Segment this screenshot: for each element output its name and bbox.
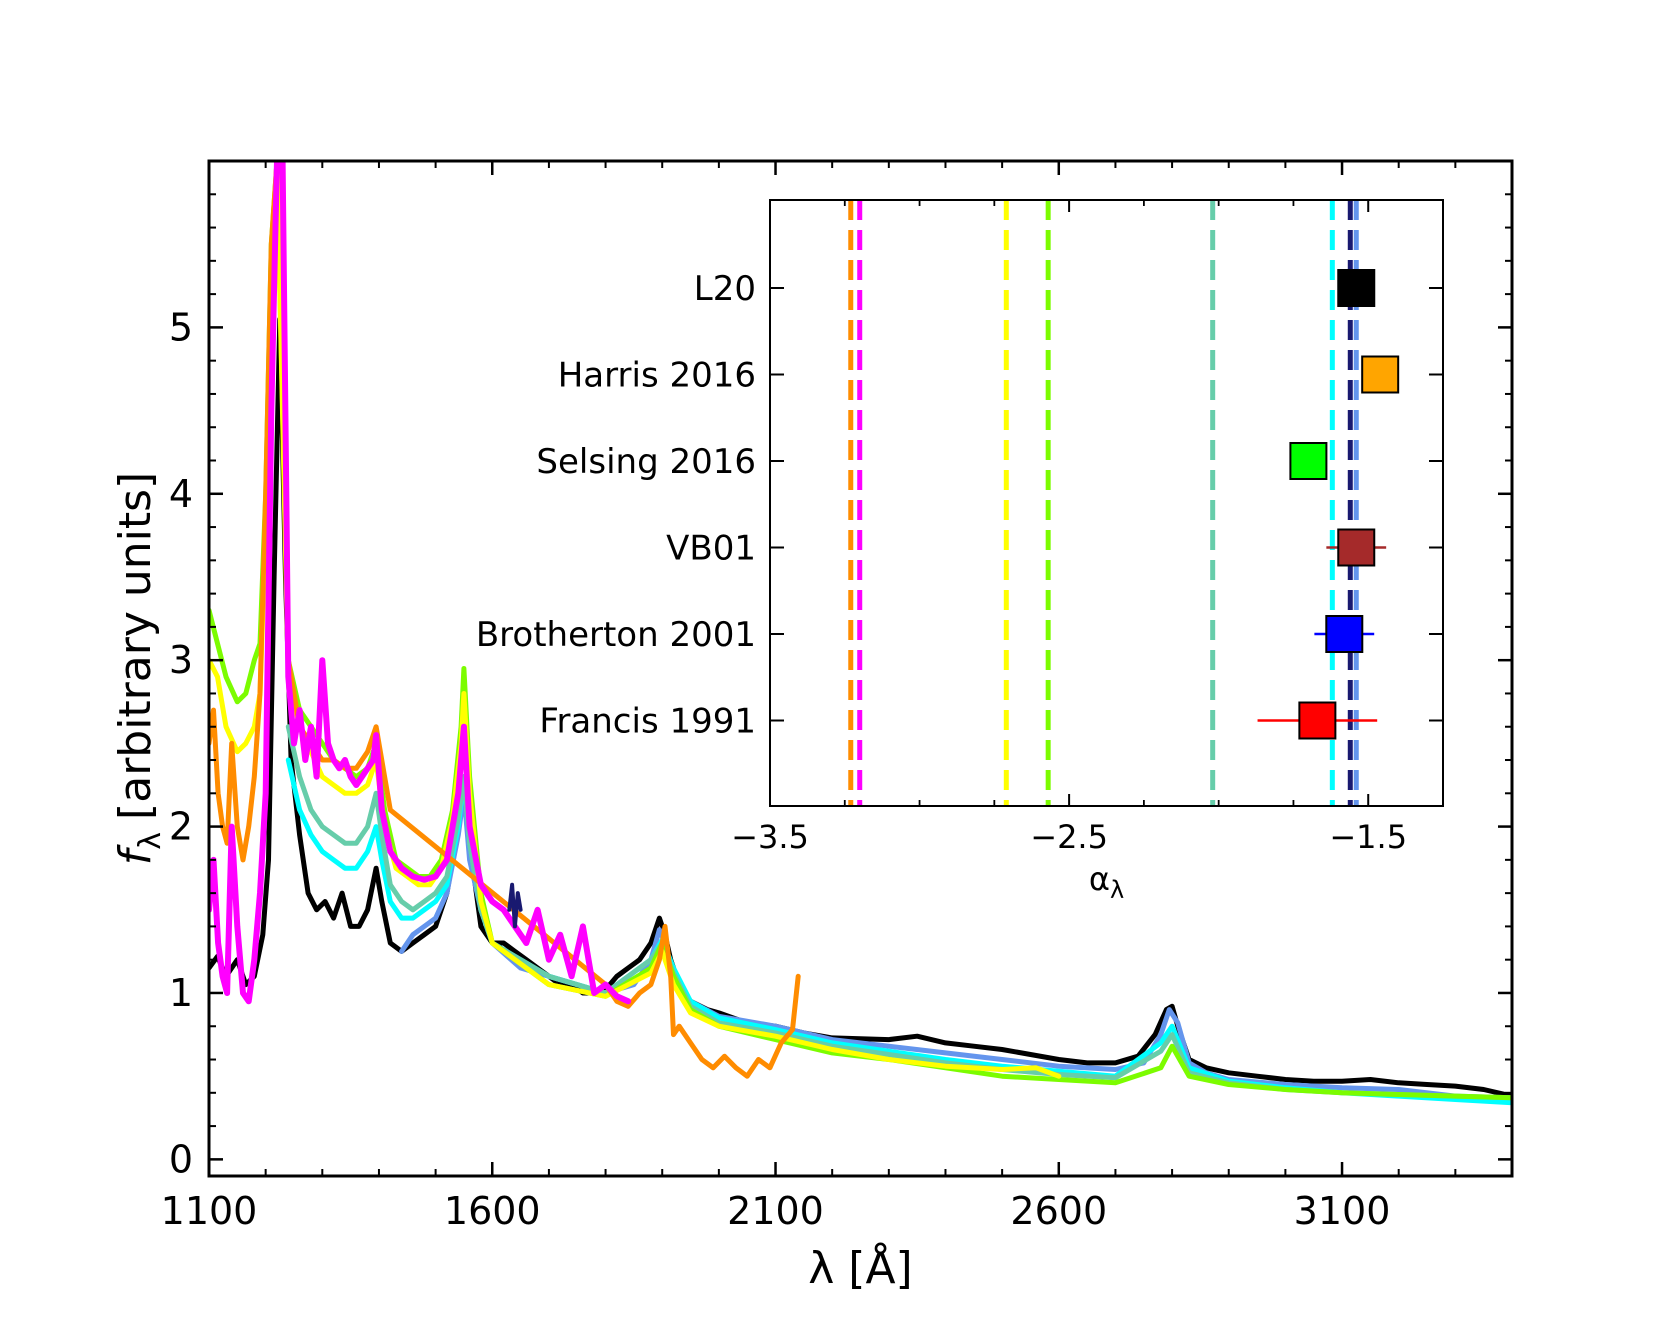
y-tick-label: 0 [169,1137,193,1181]
main-axis-ticks: 1100 1600 2100 2600 3100 0 1 2 3 4 5 [161,161,1512,1233]
inset-points [1257,269,1400,740]
inset-category-label: Brotherton 2001 [476,615,756,655]
inset-category-label: VB01 [666,529,756,569]
main-y-axis-label: fλ[arbitrary units] [110,472,168,865]
inset-point-marker [1337,528,1376,567]
inset-plot: −3.5 −2.5 −1.5 L20 Harris 2016 Selsing 2016 VB… [476,199,1444,904]
inset-x-axis-label: αλ [1089,860,1124,904]
main-x-axis-label: λ [Å] [808,1241,912,1294]
inset-x-label-subscript: λ [1110,876,1124,904]
y-tick-label: 1 [169,971,193,1015]
series-line-darkorange [209,161,801,1079]
inset-point-marker [1361,355,1400,394]
inset-x-tick-label: −2.5 [1030,818,1108,856]
inset-category-label: Francis 1991 [539,702,756,742]
inset-point-marker [1298,701,1337,740]
inset-x-tick-label: −1.5 [1329,818,1407,856]
inset-point-marker [1289,442,1328,480]
inset-plot-frame [769,199,1444,807]
series-line-magenta [209,161,632,1005]
inset-category-label: L20 [694,269,756,309]
inset-axis-ticks: −3.5 −2.5 −1.5 L20 Harris 2016 Selsing 2016 VB… [476,200,1443,856]
inset-category-label: Selsing 2016 [536,442,756,482]
inset-point-marker [1325,615,1364,653]
y-tick-label: 4 [169,472,193,516]
y-tick-label: 5 [169,305,193,349]
y-tick-label: 3 [169,638,193,682]
series-line-midnightblue [507,882,523,929]
inset-point-marker [1337,269,1376,307]
x-tick-label: 1600 [444,1189,541,1233]
main-series-group [209,161,1512,1106]
inset-x-tick-label: −3.5 [731,818,809,856]
y-tick-label: 2 [169,805,193,849]
series-line-mediumaquamarine [285,724,1512,1101]
main-plot-frame [207,159,1514,1178]
x-tick-label: 2600 [1010,1189,1107,1233]
inset-x-label-symbol: α [1089,860,1110,898]
y-label-subscript: λ [133,832,168,850]
svg-text:fλ[arbitrary units]: fλ[arbitrary units] [110,472,168,865]
inset-category-label: Harris 2016 [558,356,756,396]
x-tick-label: 1100 [161,1189,258,1233]
x-tick-label: 3100 [1294,1189,1391,1233]
y-label-text: [arbitrary units] [110,472,161,820]
x-tick-label: 2100 [727,1189,824,1233]
